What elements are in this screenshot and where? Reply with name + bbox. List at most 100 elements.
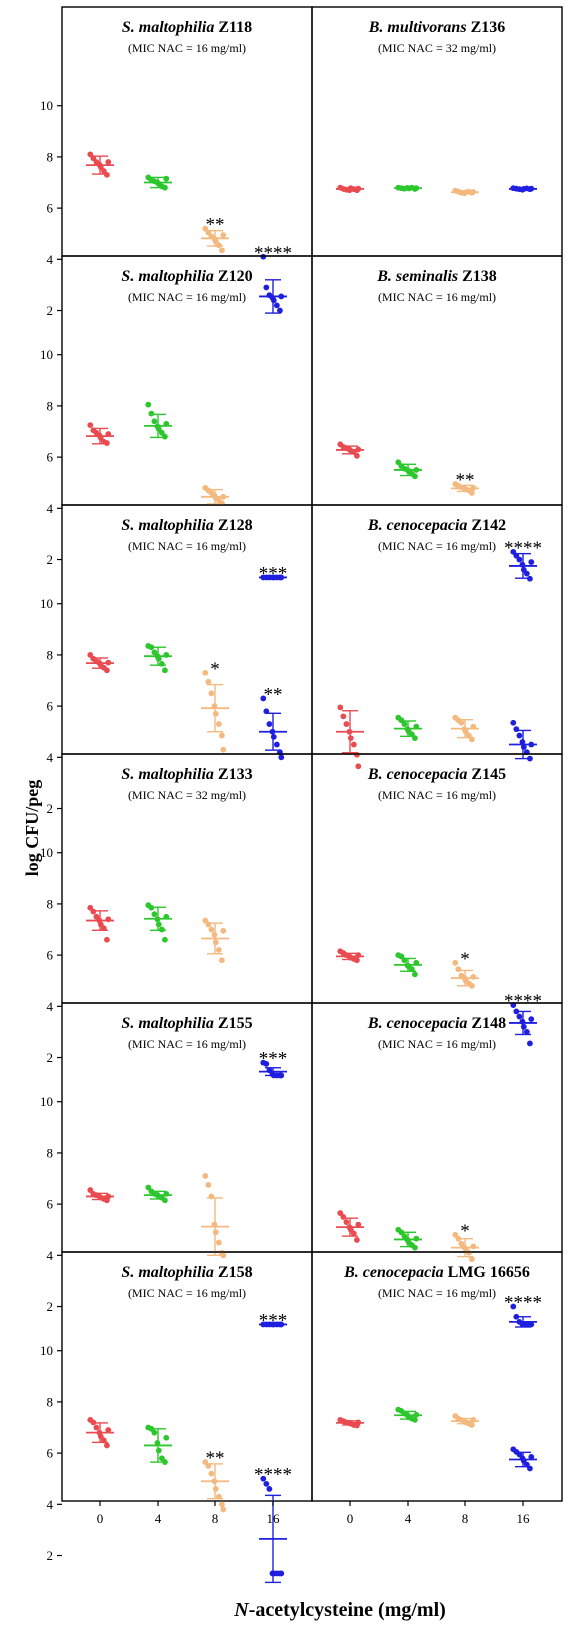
y-tick-label: 10 — [40, 347, 53, 362]
data-point — [523, 1029, 530, 1035]
data-point — [220, 232, 227, 238]
data-point — [215, 1239, 222, 1246]
panel-subtitle: (MIC NAC = 16 mg/ml) — [128, 1037, 246, 1051]
panel-title-strain: Z133 — [214, 766, 253, 783]
x-tick-label: 0 — [347, 1511, 354, 1526]
x-tick-label: 16 — [267, 1511, 281, 1526]
panel-title: S. maltophilia Z118 — [122, 19, 252, 36]
data-point — [528, 1321, 535, 1328]
data-point — [270, 733, 277, 740]
x-tick-label: 4 — [155, 1511, 162, 1526]
y-tick-label: 4 — [47, 252, 54, 267]
data-point — [208, 1470, 215, 1477]
data-point — [528, 559, 535, 565]
data-point — [162, 667, 168, 674]
panel-title-strain: Z138 — [458, 268, 497, 285]
data-point — [263, 1061, 270, 1067]
y-tick-label: 8 — [47, 647, 54, 662]
significance-stars: **** — [504, 538, 542, 559]
data-point — [354, 1237, 360, 1243]
data-point — [105, 159, 112, 165]
y-tick-label: 10 — [40, 596, 53, 611]
significance-stars: ** — [206, 1448, 225, 1469]
data-point — [104, 1442, 110, 1449]
data-point — [510, 1303, 517, 1310]
data-point — [510, 719, 517, 726]
group-8-mgml — [201, 917, 229, 964]
data-point — [158, 660, 165, 667]
panel-subtitle: (MIC NAC = 16 mg/ml) — [128, 290, 246, 304]
panel-subtitle: (MIC NAC = 32 mg/ml) — [378, 41, 496, 55]
data-point — [104, 171, 110, 178]
data-point — [212, 939, 219, 946]
data-point — [458, 719, 465, 726]
group-16-mgml: **** — [504, 991, 542, 1047]
group-16-mgml: *** — [259, 1310, 288, 1331]
panel-title-species: S. maltophilia — [121, 766, 213, 783]
data-point — [412, 1244, 418, 1251]
significance-stars: **** — [254, 1465, 292, 1486]
significance-stars: **** — [254, 243, 292, 264]
data-point — [90, 908, 97, 915]
group-8-mgml: * — [451, 949, 479, 989]
significance-stars: **** — [504, 991, 542, 1012]
panel-subtitle: (MIC NAC = 16 mg/ml) — [128, 539, 246, 553]
x-tick-label: 4 — [405, 1511, 412, 1526]
y-tick-label: 6 — [47, 450, 54, 465]
data-point — [212, 710, 219, 717]
group-4-mgml — [144, 1184, 172, 1204]
data-point — [151, 1429, 158, 1436]
y-tick-label: 2 — [47, 1299, 54, 1314]
group-8-mgml — [451, 714, 479, 743]
group-4-mgml — [394, 1406, 422, 1423]
panel-title-strain: Z136 — [467, 19, 506, 36]
panel-title: S. maltophilia Z155 — [121, 1015, 252, 1032]
data-point — [215, 721, 222, 727]
group-0-mgml — [86, 422, 114, 446]
panel-title-strain: Z158 — [214, 1264, 253, 1281]
y-tick-label: 8 — [47, 1145, 54, 1160]
group-4-mgml — [144, 643, 172, 674]
data-point — [465, 1249, 472, 1256]
y-tick-label: 10 — [40, 1343, 53, 1358]
significance-stars: * — [210, 659, 220, 680]
group-0-mgml — [336, 184, 364, 194]
y-axis-label: log CFU/peg — [22, 780, 42, 877]
panel-title-species: S. maltophilia — [122, 19, 214, 36]
group-16-mgml: **** — [254, 1465, 292, 1584]
data-point — [219, 957, 225, 964]
data-point — [148, 410, 155, 417]
y-tick-label: 4 — [47, 501, 54, 516]
panel-title-strain: Z118 — [214, 19, 252, 36]
data-point — [87, 422, 94, 429]
y-tick-label: 8 — [47, 1394, 54, 1409]
y-tick-label: 6 — [47, 201, 54, 216]
x-tick-label: 8 — [462, 1511, 469, 1526]
data-point — [151, 418, 158, 425]
group-0-mgml — [336, 704, 364, 770]
panel: B. cenocepacia Z148 (MIC NAC = 16 mg/ml) *… — [311, 1002, 563, 1328]
group-8-mgml — [451, 187, 479, 197]
panel: B. cenocepacia LMG 16656 (MIC NAC = 16 mg… — [311, 1251, 563, 1502]
panel-title: S. maltophilia Z128 — [121, 517, 252, 534]
data-point — [220, 927, 227, 934]
data-point — [412, 1416, 418, 1423]
data-point — [220, 1252, 227, 1259]
data-point — [220, 746, 227, 753]
significance-stars: ** — [456, 470, 475, 491]
data-point — [208, 926, 215, 933]
data-point — [151, 911, 158, 918]
panel-title: S. maltophilia Z133 — [121, 766, 252, 783]
panel-title: B. seminalis Z138 — [376, 268, 497, 285]
significance-stars: *** — [259, 1310, 288, 1331]
y-tick-label: 10 — [40, 1094, 53, 1109]
panel-frame — [311, 1251, 563, 1502]
data-point — [273, 302, 280, 309]
y-tick-label: 4 — [47, 1248, 54, 1263]
data-point — [343, 1219, 350, 1225]
y-tick-label: 4 — [47, 999, 54, 1014]
panel-subtitle: (MIC NAC = 32 mg/ml) — [128, 788, 246, 802]
panel-subtitle: (MIC NAC = 16 mg/ml) — [378, 290, 496, 304]
data-point — [347, 735, 354, 742]
